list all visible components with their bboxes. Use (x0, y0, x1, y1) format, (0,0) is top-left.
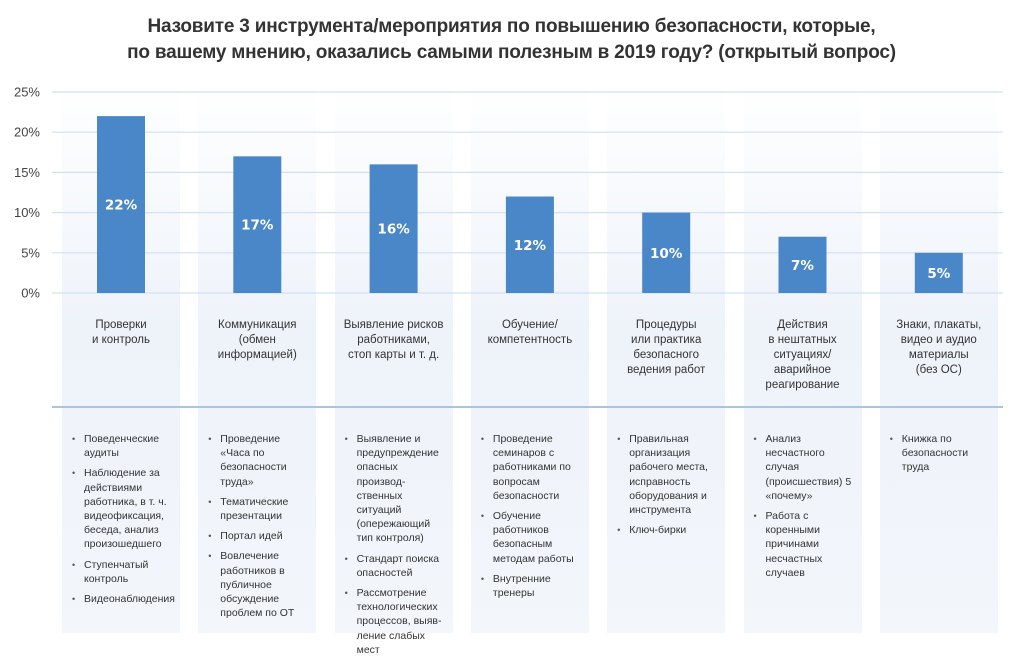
x-category-label: Процедуры или практика безопасного ведения … (601, 318, 731, 378)
bar (778, 236, 827, 293)
example-item: Видеонаблюдения (72, 592, 175, 606)
x-category-label-line: безопасного (633, 349, 699, 361)
y-tick-label: 10% (14, 205, 40, 220)
x-category-label-line: Проверки (95, 319, 147, 331)
y-tick-label: 20% (14, 125, 40, 140)
example-item: Внутренние тренеры (481, 572, 583, 600)
example-list: Анализ несчастного случая (происшествия)… (744, 432, 856, 586)
x-category-label: Проверки и контроль (56, 318, 186, 348)
example-item: Вовлечение работников в публичное обсужд… (208, 549, 310, 620)
bar (97, 116, 145, 294)
x-category-label-line: работниками, (357, 334, 430, 346)
y-tick-label: 15% (14, 165, 40, 180)
example-item: Обучение работников безопасным методам р… (481, 509, 583, 566)
x-category-label-line: Действия (777, 319, 828, 331)
example-item: Анализ несчастного случая (происшествия)… (754, 432, 856, 503)
x-category-label-line: Коммуникация (218, 319, 297, 331)
data-label: 5% (927, 266, 950, 282)
x-category-label-line: Знаки, плакаты, (896, 319, 982, 331)
x-category-label-line: аварийное (773, 364, 832, 376)
example-item: Наблюдение за действиями работника, в т.… (72, 466, 174, 551)
example-item: Поведенческие аудиты (72, 432, 174, 460)
x-category-label: Знаки, плакаты, видео и аудио материалы (бе… (874, 318, 1004, 378)
x-category-label-line: компетентность (487, 334, 573, 346)
x-category-label-line: (обмен (238, 334, 276, 346)
y-tick-label: 0% (21, 286, 40, 301)
x-category-label: Выявление рисков работниками, стоп карты и… (329, 318, 459, 363)
x-category-label-line: в нештатных (768, 334, 837, 346)
y-tick-label: 5% (21, 245, 40, 260)
data-label: 17% (241, 218, 274, 234)
example-item: Выявление и предупреждение опасных произ… (345, 432, 447, 546)
example-list: Книжка по безопасности труда (880, 432, 992, 481)
data-label: 16% (377, 222, 410, 238)
example-item: Ключ-бирки (617, 523, 719, 537)
bar (914, 252, 963, 293)
x-category-label: Коммуникация (обмен информацией) (192, 318, 322, 363)
example-list: Выявление и предупреждение опасных произ… (335, 432, 447, 663)
x-category-label: Обучение/компетентность (465, 318, 595, 348)
x-category-label-line: реагирование (765, 379, 840, 391)
data-label: 12% (514, 238, 547, 254)
x-category-label-line: видео и аудио (900, 334, 977, 346)
x-category-label-line: материалы (908, 349, 969, 361)
example-item: Правильная организация рабочего места, и… (617, 432, 719, 517)
x-category-label-line: информацией) (217, 349, 297, 361)
example-list: Правильная организация рабочего места, и… (607, 432, 719, 543)
example-list: Проведение «Часа по безопасности труда» Т… (198, 432, 310, 626)
bar (505, 196, 554, 293)
bar (233, 156, 282, 293)
x-category-label-line: стоп карты и т. д. (348, 349, 440, 361)
y-tick-label: 25% (14, 85, 40, 100)
example-item: Проведение семинаров с работниками по во… (481, 432, 583, 503)
x-category-label-line: и контроль (91, 334, 151, 346)
x-category-label-line: (без ОС) (915, 364, 962, 376)
example-item: Проведение «Часа по безопасности труда» (208, 432, 310, 489)
example-item: Стандарт поиска опасностей (345, 552, 447, 580)
example-item: Ступенчатый контроль (72, 558, 174, 586)
example-list: Проведение семинаров с работниками по во… (471, 432, 583, 606)
bar (642, 212, 691, 293)
data-label: 7% (791, 258, 814, 274)
bar (369, 164, 418, 293)
chart-title-line-2: по вашему мнению, оказались самыми полез… (127, 42, 896, 63)
x-category-label-line: или практика (631, 334, 702, 346)
x-category-label-line: ситуациях/ (773, 349, 832, 361)
chart-title-line-1: Назовите 3 инструмента/мероприятия по по… (147, 16, 876, 37)
example-item: Книжка по безопасности труда (890, 432, 992, 475)
example-list: Поведенческие аудиты Наблюдение за действ… (62, 432, 175, 612)
x-category-label: Действия в нештатных ситуациях/аварийное ре… (738, 318, 868, 393)
x-category-label-line: ведения работ (627, 364, 706, 376)
x-category-label-line: Выявление рисков (343, 319, 444, 331)
example-item: Работа с коренными причинами несчастных … (754, 509, 856, 580)
data-label: 10% (650, 246, 683, 262)
example-item: Тематические презентации (208, 495, 310, 523)
example-item: Портал идей (208, 529, 310, 543)
example-item: Рассмотрение технологических процессов, … (345, 586, 447, 657)
chart-title: Назовите 3 инструмента/мероприятия по по… (0, 14, 1023, 66)
x-category-label-line: Процедуры (635, 319, 697, 331)
x-category-label-line: Обучение/ (501, 319, 558, 331)
data-label: 22% (105, 198, 138, 214)
